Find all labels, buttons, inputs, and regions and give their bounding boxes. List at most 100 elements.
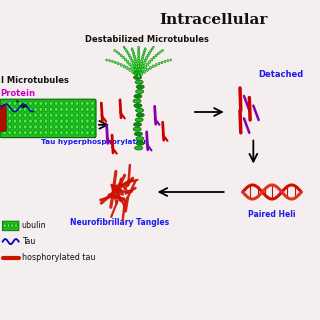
Circle shape — [55, 125, 58, 129]
Circle shape — [3, 125, 6, 129]
Circle shape — [124, 48, 126, 50]
Circle shape — [131, 59, 133, 62]
Circle shape — [86, 107, 89, 111]
Circle shape — [124, 58, 127, 61]
Circle shape — [137, 74, 140, 78]
Circle shape — [39, 113, 43, 117]
Circle shape — [135, 71, 138, 75]
Text: Tau hyperphosphorylation: Tau hyperphosphorylation — [41, 139, 148, 145]
Circle shape — [18, 119, 22, 123]
Circle shape — [133, 55, 135, 58]
Ellipse shape — [135, 146, 143, 150]
Circle shape — [137, 74, 140, 78]
Text: Intracellular: Intracellular — [159, 13, 268, 27]
Circle shape — [60, 125, 63, 129]
Circle shape — [44, 113, 48, 117]
Circle shape — [144, 48, 146, 50]
Text: Destabilized Microtubules: Destabilized Microtubules — [85, 35, 209, 44]
Circle shape — [80, 119, 84, 123]
Circle shape — [138, 59, 140, 62]
Circle shape — [118, 52, 120, 55]
Circle shape — [162, 49, 164, 52]
Circle shape — [34, 119, 37, 123]
Circle shape — [18, 107, 22, 111]
Circle shape — [29, 101, 32, 106]
Text: Detached: Detached — [259, 70, 304, 79]
Text: Paired Heli: Paired Heli — [248, 210, 296, 219]
Circle shape — [60, 101, 63, 106]
Circle shape — [39, 131, 43, 135]
Circle shape — [23, 101, 27, 106]
Circle shape — [153, 56, 155, 59]
Circle shape — [3, 131, 6, 135]
Circle shape — [138, 50, 140, 52]
Circle shape — [23, 125, 27, 129]
Circle shape — [161, 61, 163, 64]
Circle shape — [150, 50, 152, 52]
Circle shape — [137, 74, 140, 78]
Circle shape — [137, 71, 140, 74]
Circle shape — [91, 125, 94, 129]
Circle shape — [55, 119, 58, 123]
Circle shape — [140, 72, 143, 76]
Ellipse shape — [133, 99, 141, 103]
Text: l Microtubules: l Microtubules — [1, 76, 68, 85]
Circle shape — [75, 125, 79, 129]
Circle shape — [146, 57, 148, 59]
Ellipse shape — [135, 118, 143, 122]
Circle shape — [80, 125, 84, 129]
Circle shape — [49, 125, 53, 129]
Circle shape — [140, 62, 142, 65]
Text: ubulin: ubulin — [22, 221, 46, 230]
Circle shape — [141, 57, 143, 60]
Circle shape — [138, 52, 140, 54]
Circle shape — [49, 107, 53, 111]
Circle shape — [23, 119, 27, 123]
Circle shape — [151, 58, 153, 61]
Circle shape — [137, 74, 140, 78]
Circle shape — [111, 60, 114, 63]
Circle shape — [70, 113, 74, 117]
Circle shape — [158, 62, 160, 65]
Circle shape — [91, 101, 94, 106]
Circle shape — [137, 65, 140, 68]
Circle shape — [70, 125, 74, 129]
Ellipse shape — [136, 113, 144, 117]
Text: hosphorylated tau: hosphorylated tau — [22, 253, 95, 262]
Circle shape — [3, 224, 6, 227]
Circle shape — [13, 101, 17, 106]
Circle shape — [127, 52, 129, 54]
Circle shape — [134, 60, 137, 63]
Circle shape — [134, 72, 137, 76]
Ellipse shape — [136, 85, 144, 89]
Circle shape — [126, 50, 128, 52]
Ellipse shape — [136, 108, 144, 112]
Circle shape — [29, 131, 32, 135]
Circle shape — [23, 131, 27, 135]
Circle shape — [114, 49, 116, 52]
Circle shape — [148, 60, 151, 63]
Circle shape — [60, 119, 63, 123]
Circle shape — [144, 66, 147, 69]
Circle shape — [80, 101, 84, 106]
Circle shape — [138, 57, 140, 59]
Circle shape — [44, 107, 48, 111]
Circle shape — [91, 131, 94, 135]
Ellipse shape — [134, 104, 142, 108]
Ellipse shape — [134, 94, 142, 98]
Circle shape — [34, 107, 37, 111]
Circle shape — [91, 119, 94, 123]
Circle shape — [106, 59, 108, 61]
Circle shape — [122, 56, 124, 59]
Circle shape — [39, 125, 43, 129]
Circle shape — [133, 53, 135, 56]
Circle shape — [164, 60, 166, 63]
Circle shape — [8, 125, 12, 129]
Circle shape — [120, 63, 122, 66]
Circle shape — [3, 119, 6, 123]
Circle shape — [29, 125, 32, 129]
Ellipse shape — [136, 90, 144, 93]
Circle shape — [49, 113, 53, 117]
Circle shape — [120, 54, 122, 57]
Circle shape — [39, 119, 43, 123]
